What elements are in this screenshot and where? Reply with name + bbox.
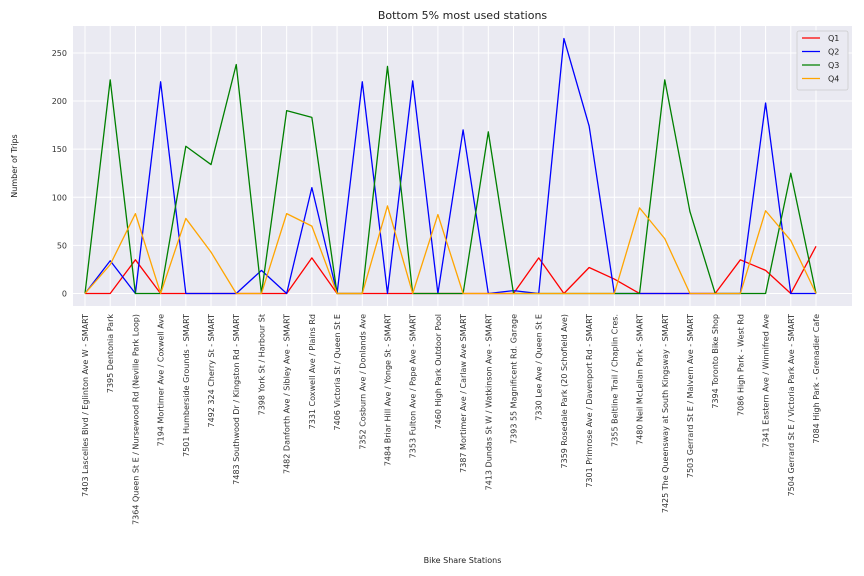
x-axis-label: Bike Share Stations (424, 556, 502, 565)
series-lines (84, 37, 817, 295)
x-tick-label: 7460 High Park Outdoor Pool (434, 314, 443, 429)
legend-label: Q2 (828, 48, 839, 57)
series-line-q3 (84, 63, 817, 295)
x-tick-label: 7482 Danforth Ave / Sibley Ave - SMART (283, 314, 292, 474)
x-tick-label: 7086 High Park - West Rd (736, 314, 745, 416)
x-tick-label: 7504 Gerrard St E / Victoria Park Ave - … (787, 314, 796, 497)
x-tick-label: 7398 York St / Harbour St (257, 314, 266, 415)
legend-label: Q4 (828, 75, 839, 84)
y-axis-label: Number of Trips (10, 134, 19, 197)
y-tick-label: 50 (57, 241, 67, 250)
gridlines (73, 26, 852, 306)
x-tick-label: 7394 Toronto Bike Shop (711, 314, 720, 409)
x-tick-label: 7403 Lascelles Blvd / Eglinton Ave W - S… (81, 314, 90, 497)
series-line-q4 (84, 205, 817, 295)
x-tick-label: 7413 Dundas St W / Watkinson Ave - SMART (484, 314, 493, 490)
x-tick-label: 7395 Dentonia Park (106, 314, 115, 393)
y-tick-label: 250 (52, 49, 67, 58)
x-tick-label: 7480 Neil McLellan Park - SMART (636, 314, 645, 445)
x-tick-label: 7483 Southwood Dr / Kingston Rd - SMART (232, 314, 241, 485)
x-tick-label: 7341 Eastern Ave / Winnifred Ave (762, 314, 771, 448)
x-tick-label: 7194 Mortimer Ave / Coxwell Ave (157, 314, 166, 446)
x-tick-label: 7501 Humberside Grounds - SMART (182, 314, 191, 457)
x-tick-label: 7352 Cosburn Ave / Donlands Ave (358, 314, 367, 450)
x-axis-ticks: 7403 Lascelles Blvd / Eglinton Ave W - S… (81, 314, 821, 525)
x-tick-label: 7387 Mortimer Ave / Carlaw Ave SMART (459, 314, 468, 473)
legend-label: Q1 (828, 34, 839, 43)
x-tick-label: 7393 55 Magnificent Rd. Garage (510, 314, 519, 444)
x-tick-label: 7084 High Park - Grenadier Cafe (812, 314, 821, 444)
x-tick-label: 7355 Beltline Trail / Chaplin Cres. (610, 314, 619, 447)
legend-frame (796, 30, 849, 91)
x-tick-label: 7492 324 Cherry St - SMART (207, 314, 216, 428)
y-tick-label: 100 (52, 193, 67, 202)
legend: Q1 Q2 Q3 Q4 (796, 30, 849, 91)
y-tick-label: 150 (52, 145, 67, 154)
plot-area (73, 26, 852, 306)
y-axis-ticks: 0 50 100 150 200 250 (52, 49, 67, 299)
x-tick-label: 7425 The Queensway at South Kingsway - S… (661, 314, 670, 513)
x-tick-label: 7364 Queen St E / Nursewood Rd (Neville … (131, 314, 140, 525)
x-tick-label: 7484 Briar Hill Ave / Yonge St - SMART (383, 314, 392, 466)
chart-title: Bottom 5% most used stations (378, 9, 548, 22)
x-tick-label: 7359 Rosedale Park (20 Schofield Ave) (560, 314, 569, 468)
y-tick-label: 200 (52, 97, 67, 106)
x-tick-label: 7331 Coxwell Ave / Plains Rd (308, 314, 317, 429)
x-tick-label: 7353 Fulton Ave / Pape Ave - SMART (409, 314, 418, 458)
legend-label: Q3 (828, 61, 839, 70)
x-tick-label: 7503 Gerrard St E / Malvern Ave - SMART (686, 314, 695, 478)
x-tick-label: 7330 Lee Ave / Queen St E (535, 314, 544, 421)
x-tick-label: 7301 Primrose Ave / Davenport Rd - SMART (585, 314, 594, 488)
y-tick-label: 0 (62, 289, 67, 298)
x-tick-label: 7406 Victoria St / Queen St E (333, 314, 342, 430)
